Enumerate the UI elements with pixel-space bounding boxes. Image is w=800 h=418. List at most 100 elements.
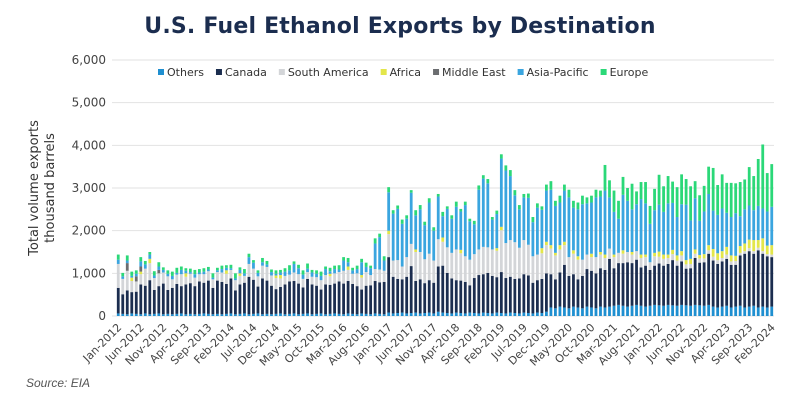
bar-segment-others (729, 307, 733, 316)
y-axis-label-line: thousand barrels (43, 133, 58, 243)
bar-segment-others (477, 313, 481, 316)
bar-segment-canada (225, 284, 228, 314)
bar-segment-south-america (720, 257, 724, 262)
bar-stack (765, 173, 769, 316)
bar-segment-canada (581, 275, 584, 309)
bar-stack (454, 201, 458, 316)
bar-stack (346, 257, 350, 316)
bar-stack (292, 261, 296, 316)
bar-segment-africa (770, 245, 774, 255)
x-axis-ticks: Jan-2012Jun-2012Nov-2012Apr-2013Sep-2013… (80, 321, 778, 369)
bar-segment-europe (581, 195, 584, 205)
bar-stack (445, 206, 449, 316)
bar-segment-europe (148, 252, 152, 255)
bar-segment-europe (436, 193, 440, 197)
bar-segment-canada (671, 260, 674, 306)
bar-segment-europe (671, 181, 674, 203)
bar-segment-asia-pacific (216, 270, 219, 273)
bar-segment-others (202, 313, 206, 316)
bar-segment-asia-pacific (238, 269, 242, 274)
bar-segment-europe (517, 205, 521, 210)
bar-segment-africa (711, 249, 715, 257)
bar-segment-south-america (743, 251, 747, 254)
bar-segment-south-america (572, 253, 575, 275)
bar-segment-others (675, 305, 679, 316)
bar-segment-south-america (752, 251, 756, 254)
bar-segment-asia-pacific (274, 273, 278, 276)
bar-segment-others (617, 304, 620, 316)
bar-segment-south-america (554, 255, 557, 280)
bar-stack (342, 257, 345, 316)
bar-segment-others (508, 312, 512, 316)
bar-segment-europe (747, 167, 751, 206)
bar-segment-asia-pacific (337, 269, 341, 273)
bar-segment-europe (166, 270, 170, 274)
bar-stack (148, 252, 152, 316)
bar-segment-europe (720, 174, 724, 209)
bar-segment-south-america (463, 256, 467, 282)
legend-item: Canada (215, 66, 267, 79)
bar-segment-canada (378, 282, 382, 314)
bar-segment-europe (234, 273, 237, 279)
bar-segment-europe (134, 270, 138, 274)
bar-segment-others (454, 312, 458, 316)
bar-segment-south-america (734, 260, 738, 265)
bar-segment-europe (693, 181, 697, 199)
legend-label: Canada (225, 66, 267, 79)
bar-segment-asia-pacific (148, 254, 152, 259)
bar-stack (738, 182, 742, 316)
bar-stack (125, 255, 129, 316)
bar-segment-others (216, 313, 219, 316)
bar-segment-south-america (707, 250, 711, 254)
bar-stack (166, 270, 170, 316)
bar-segment-africa (684, 260, 688, 265)
bar-segment-europe (152, 271, 156, 276)
bar-stack (373, 238, 377, 316)
bar-segment-europe (116, 254, 120, 260)
bar-segment-europe (297, 264, 300, 269)
bar-segment-canada (648, 269, 652, 306)
bar-segment-others (134, 313, 138, 316)
bar-segment-canada (689, 268, 693, 306)
bar-stack (351, 267, 354, 316)
bar-segment-canada (540, 278, 544, 314)
bar-segment-others (693, 304, 697, 316)
bar-segment-canada (545, 273, 548, 312)
bar-segment-south-america (373, 269, 377, 282)
bar-segment-canada (247, 276, 251, 315)
bar-stack (693, 181, 697, 316)
bar-segment-others (585, 306, 589, 316)
bar-segment-others (161, 314, 165, 316)
y-tick-label: 1,000 (72, 266, 106, 280)
bar-stack (486, 179, 490, 316)
bar-segment-canada (152, 289, 156, 314)
bar-segment-europe (567, 189, 571, 198)
bar-segment-south-america (306, 272, 309, 279)
bar-segment-canada (184, 284, 188, 315)
bar-segment-others (549, 307, 553, 316)
bar-segment-others (274, 313, 278, 316)
bar-stack (197, 269, 201, 316)
bar-stack (328, 267, 332, 316)
bar-segment-asia-pacific (477, 189, 481, 250)
bar-stack (734, 183, 738, 316)
bar-segment-europe (734, 183, 738, 214)
bar-segment-others (594, 308, 598, 316)
bar-segment-asia-pacific (693, 198, 697, 250)
bar-stack (770, 164, 774, 316)
bar-segment-asia-pacific (576, 209, 580, 257)
bar-stack (152, 271, 156, 316)
bar-stack (391, 210, 395, 316)
bar-segment-europe (441, 211, 445, 217)
bar-segment-europe (346, 257, 350, 263)
bar-segment-others (301, 313, 305, 316)
bar-segment-asia-pacific (202, 271, 206, 275)
bar-segment-south-america (270, 275, 273, 286)
bar-segment-south-america (725, 254, 729, 259)
bar-segment-europe (391, 210, 395, 214)
bar-segment-others (540, 313, 544, 316)
bar-stack (427, 198, 431, 316)
bar-segment-south-america (364, 272, 368, 286)
bar-segment-africa (130, 277, 134, 282)
bar-segment-canada (707, 253, 711, 305)
